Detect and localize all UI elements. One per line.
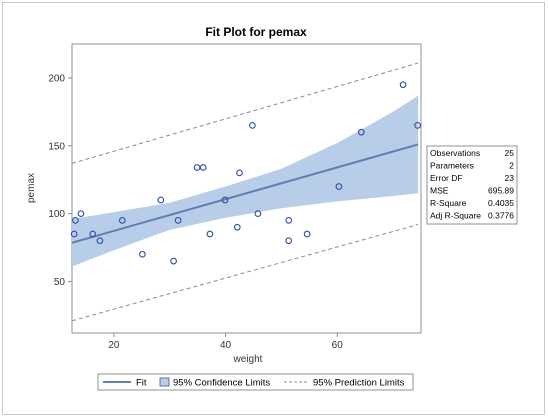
data-point-2 [70,230,78,238]
data-point-1 [72,217,79,224]
data-point-17 [249,122,256,129]
data-point-7 [139,250,146,258]
stat-label: Observations [430,148,480,158]
data-point-10 [174,217,182,224]
data-point-3 [77,210,85,217]
stat-value: 25 [505,148,515,158]
legend-confidence-swatch [159,377,170,387]
data-point-5 [96,237,104,245]
stat-label: Parameters [430,161,474,171]
data-point-6 [118,217,126,224]
stat-value: 695.89 [488,186,514,196]
data-point-13 [206,230,214,238]
x-tick-label-20: 20 [108,340,120,351]
legend-fit-label: Fit [136,378,147,389]
data-point-14 [221,196,229,204]
fit-line [72,143,419,244]
data-point-12 [199,164,207,171]
x-tick-label-60: 60 [332,340,344,351]
x-tick-label-40: 40 [220,340,232,351]
data-point-4 [89,230,97,238]
data-point-23 [357,128,365,136]
stats-table: Observations 25 Parameters 2 Error DF 23 MSE 69… [426,145,518,225]
legend-prediction-label: 95% Prediction Limits [313,378,405,389]
stat-value: 2 [509,161,514,171]
data-point-9 [170,257,177,265]
legend-confidence-label: 95% Confidence Limits [173,378,270,389]
chart-title: Fit Plot for pemax [205,25,307,39]
y-tick-label-100: 100 [48,209,65,220]
data-point-18 [254,210,262,217]
stat-value: 23 [505,173,515,183]
stats-table-border [426,145,518,225]
y-tick-label-150: 150 [48,141,65,152]
data-point-20 [285,237,293,245]
data-point-16 [236,169,243,177]
confidence-band [72,95,419,267]
x-axis-label: weight [233,354,263,365]
stat-label: MSE [430,186,449,196]
y-tick-label-50: 50 [54,277,66,288]
data-point-8 [157,196,165,204]
y-tick-label-200: 200 [48,73,65,84]
stat-value: 0.4035 [488,198,514,208]
data-point-24 [399,81,407,89]
legend: Fit 95% Confidence Limits 95% Prediction L… [97,373,414,391]
data-point-25 [414,122,421,129]
prediction-limit-lower [72,224,419,322]
stat-label: Error DF [430,173,463,183]
data-point-15 [233,223,241,231]
y-axis-label: pemax [26,173,37,203]
stat-value: 0.3776 [488,211,514,221]
stat-label: Adj R-Square [430,211,481,221]
data-point-22 [335,183,343,190]
data-point-21 [303,230,311,238]
stat-label: R-Square [430,198,467,208]
legend-border [97,373,414,391]
data-point-19 [285,217,293,224]
